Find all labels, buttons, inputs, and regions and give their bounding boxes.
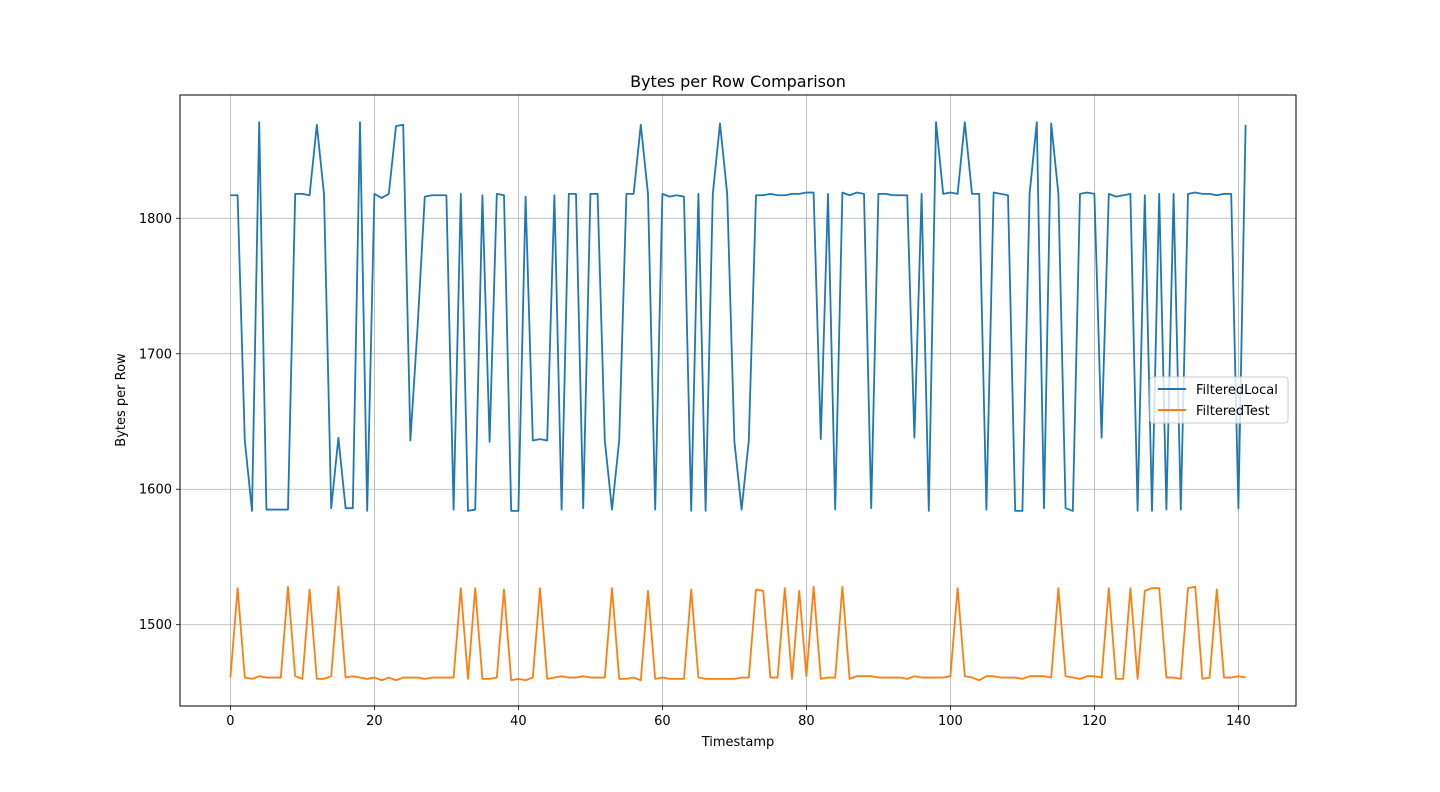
plot-lines [229,121,1247,682]
axis-ticks: 0 20 40 60 80 100 120 140 1500 1600 1700 1800 [139,212,1251,729]
x-tick-label: 80 [798,714,815,729]
x-tick-label: 140 [1226,714,1251,729]
y-axis-title: Bytes per Row [114,353,129,447]
y-tick-label: 1600 [139,483,172,498]
plot-frame [179,94,1297,707]
x-axis-title: Timestamp [701,735,775,750]
y-tick-label: 1500 [139,618,172,633]
x-tick-label: 100 [938,714,963,729]
y-tick-label: 1800 [139,212,172,227]
series-line-filtered-test [229,585,1246,682]
series-line-filtered-local [230,121,1247,512]
x-tick-label: 120 [1082,714,1107,729]
chart-title: Bytes per Row Comparison [630,72,846,91]
legend-label-filtered-local: FilteredLocal [1196,383,1278,398]
legend: FilteredLocal FilteredTest [1149,376,1289,424]
y-tick-label: 1700 [139,347,172,362]
x-tick-label: 40 [510,714,527,729]
x-tick-label: 20 [366,714,383,729]
grid-lines [180,95,1296,706]
x-tick-label: 60 [654,714,671,729]
x-tick-label: 0 [226,714,234,729]
legend-label-filtered-test: FilteredTest [1196,404,1270,419]
